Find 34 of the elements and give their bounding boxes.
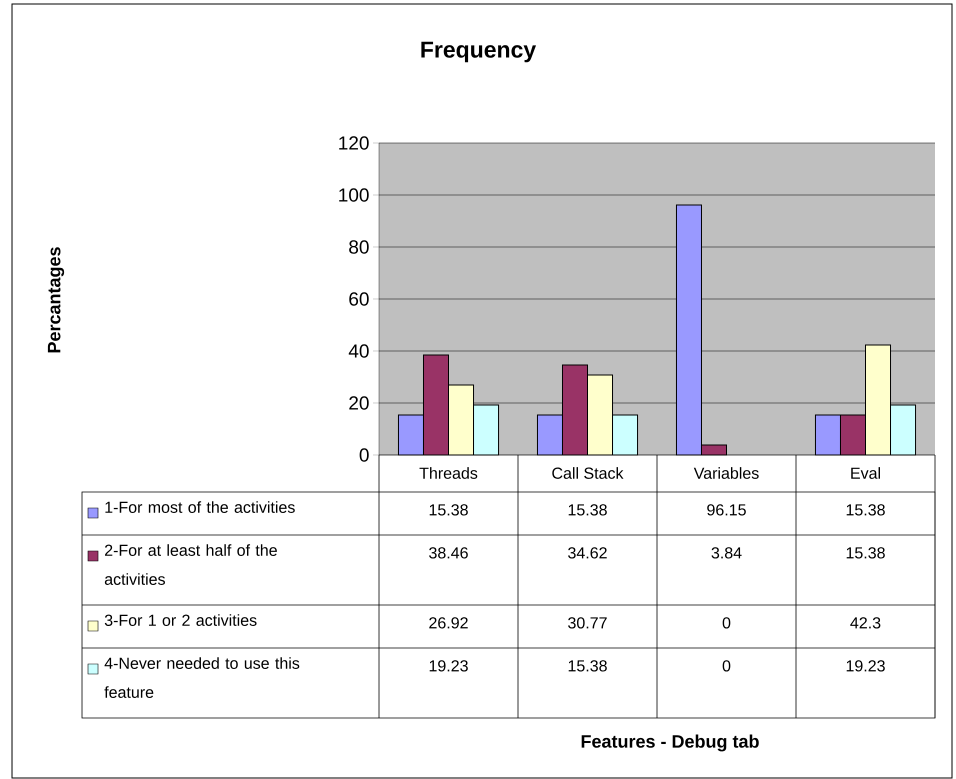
data-label: 38.46 xyxy=(429,547,468,559)
x-tick-label: Threads xyxy=(420,467,478,479)
legend-label: 2-For at least half of the activities xyxy=(104,544,277,585)
data-label: 30.77 xyxy=(568,617,607,629)
data-label: 15.38 xyxy=(568,660,607,672)
y-tick-label: 40 xyxy=(348,344,369,358)
data-label: 0 xyxy=(722,660,730,672)
x-tick-label: Eval xyxy=(851,467,880,479)
data-label: 15.38 xyxy=(430,504,468,516)
data-label: 0 xyxy=(722,617,730,629)
y-tick-label: 120 xyxy=(339,136,369,150)
y-tick-label: 0 xyxy=(360,448,369,462)
data-label: 34.62 xyxy=(568,547,607,559)
data-label: 15.38 xyxy=(846,504,885,516)
data-label: 15.38 xyxy=(846,547,885,559)
y-tick-label: 20 xyxy=(349,396,369,410)
legend-label: 3-For 1 or 2 activities xyxy=(104,614,257,626)
data-label: 15.38 xyxy=(568,504,607,516)
data-label: 19.23 xyxy=(430,660,468,672)
text: Features - Debug tab xyxy=(582,734,759,752)
x-tick-label: Variables xyxy=(694,467,759,479)
legend-label: 4-Never needed to use this feature xyxy=(104,657,300,698)
y-tick-label: 100 xyxy=(339,188,369,202)
data-label: 19.23 xyxy=(846,660,885,672)
legend-label: 1-For most of the activities xyxy=(105,501,295,513)
x-tick-label: Call Stack xyxy=(552,467,624,479)
data-label: 96.15 xyxy=(707,504,746,516)
chart-title: Frequency xyxy=(421,42,536,62)
y-tick-label: 80 xyxy=(349,240,369,254)
data-label: 42.3 xyxy=(850,617,880,629)
data-label: 3.84 xyxy=(712,547,742,559)
data-label: 26.92 xyxy=(429,617,468,629)
y-tick-label: 60 xyxy=(349,292,369,306)
text: Percantages xyxy=(48,247,64,352)
